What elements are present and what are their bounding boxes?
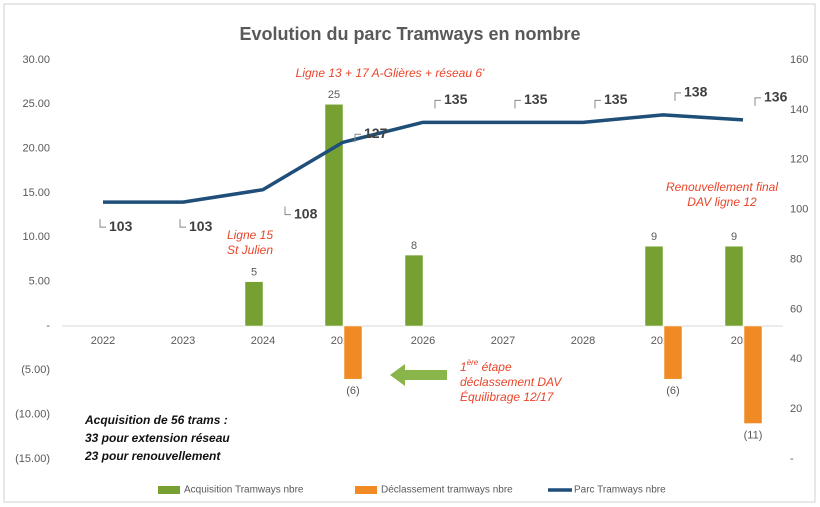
y2-tick-label: 80 [790, 253, 802, 265]
point-label: 135 [444, 91, 468, 107]
point-label: 103 [109, 218, 133, 234]
legend-swatch [355, 486, 377, 494]
annotation: Équilibrage 12/17 [460, 389, 555, 404]
leader-line [354, 133, 361, 143]
bar [343, 325, 363, 380]
point-label: 127 [364, 125, 388, 141]
annotation: 1ère étape [460, 358, 512, 374]
x-tick-label: 2024 [251, 335, 275, 347]
annotation: 23 pour renouvellement [84, 449, 221, 463]
annotation: Acquisition de 56 trams : [84, 413, 228, 427]
bar [644, 245, 664, 327]
annotation-part: ère [467, 358, 479, 367]
annotation: St Julien [227, 243, 273, 257]
y2-tick-label: - [790, 453, 794, 465]
leader-line [284, 206, 291, 216]
bar [404, 254, 424, 327]
annotation: 33 pour extension réseau [85, 431, 230, 445]
arrow [390, 364, 447, 386]
y-tick-label: 10.00 [22, 231, 50, 243]
y2-tick-label: 100 [790, 204, 808, 216]
legend-label: Déclassement tramways nbre [381, 485, 513, 496]
leader-line [434, 99, 441, 109]
x-tick-label: 2028 [571, 335, 595, 347]
bar-value-label: (6) [346, 385, 359, 397]
bar-value-label: 8 [411, 240, 417, 252]
legend-swatch [158, 486, 180, 494]
leader-line [179, 219, 186, 228]
y-tick-label: 20.00 [22, 143, 50, 155]
bar-value-label: 9 [651, 231, 657, 243]
point-label: 136 [764, 89, 788, 105]
y-tick-label: 30.00 [22, 54, 50, 66]
y-tick-label: 5.00 [29, 276, 50, 288]
leader-line [99, 219, 106, 228]
annotation: Renouvellement final [666, 180, 778, 194]
bar-value-label: (6) [666, 385, 679, 397]
y2-tick-label: 40 [790, 353, 802, 365]
leader-line [674, 92, 681, 101]
bar-value-label: 25 [328, 89, 340, 101]
y2-tick-label: 140 [790, 104, 808, 116]
line-series [103, 113, 744, 204]
leader-line [754, 97, 761, 106]
annotation: Ligne 15 [227, 228, 273, 242]
bar-value-label: (11) [744, 429, 763, 441]
y2-tick-label: 20 [790, 403, 802, 415]
y-tick-label: (5.00) [21, 364, 50, 376]
point-label: 135 [524, 91, 548, 107]
bar [324, 104, 344, 327]
y2-tick-label: 120 [790, 154, 808, 166]
point-label: 135 [604, 91, 628, 107]
bar [743, 325, 763, 424]
annotation: Ligne 13 + 17 A-Glières + réseau 6' [296, 66, 485, 80]
annotation: déclassement DAV [460, 375, 562, 389]
bar [244, 281, 264, 327]
annotation: DAV ligne 12 [687, 195, 757, 209]
leader-line [514, 99, 521, 109]
annotation-part: étape [478, 360, 512, 374]
bar-value-label: 9 [731, 231, 737, 243]
x-tick-label: 2023 [171, 335, 195, 347]
x-tick-label: 2026 [411, 335, 435, 347]
leader-line [594, 99, 601, 109]
legend-label: Acquisition Tramways nbre [184, 485, 304, 496]
y-tick-label: - [46, 320, 50, 332]
chart-title: Evolution du parc Tramways en nombre [239, 24, 580, 44]
y-tick-label: 25.00 [22, 98, 50, 110]
bar-value-label: 5 [251, 267, 257, 279]
y-tick-label: (10.00) [15, 409, 50, 421]
bar [724, 245, 744, 327]
chart-frame [3, 3, 816, 503]
legend-label: Parc Tramways nbre [574, 485, 666, 496]
bar [663, 325, 683, 380]
y-tick-label: 15.00 [22, 187, 50, 199]
y-tick-label: (15.00) [15, 453, 50, 465]
point-label: 103 [189, 218, 213, 234]
point-label: 108 [294, 205, 318, 221]
x-tick-label: 2027 [491, 335, 515, 347]
point-label: 138 [684, 84, 708, 100]
x-tick-label: 2022 [91, 335, 115, 347]
annotation-part: 1 [460, 360, 467, 374]
y2-tick-label: 160 [790, 54, 808, 66]
y2-tick-label: 60 [790, 303, 802, 315]
